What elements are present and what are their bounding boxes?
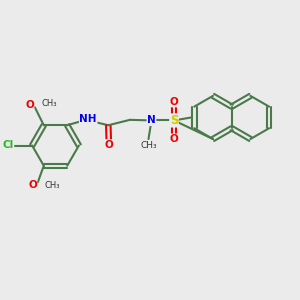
Text: O: O [169,134,178,144]
Text: O: O [104,140,113,150]
Text: Cl: Cl [2,140,14,151]
Text: N: N [147,116,156,125]
Text: O: O [169,97,178,107]
Text: O: O [28,180,37,190]
Text: CH₃: CH₃ [41,99,57,108]
Text: NH: NH [80,114,97,124]
Text: S: S [170,114,178,127]
Text: O: O [25,100,34,110]
Text: CH₃: CH₃ [140,140,157,149]
Text: CH₃: CH₃ [44,182,60,190]
